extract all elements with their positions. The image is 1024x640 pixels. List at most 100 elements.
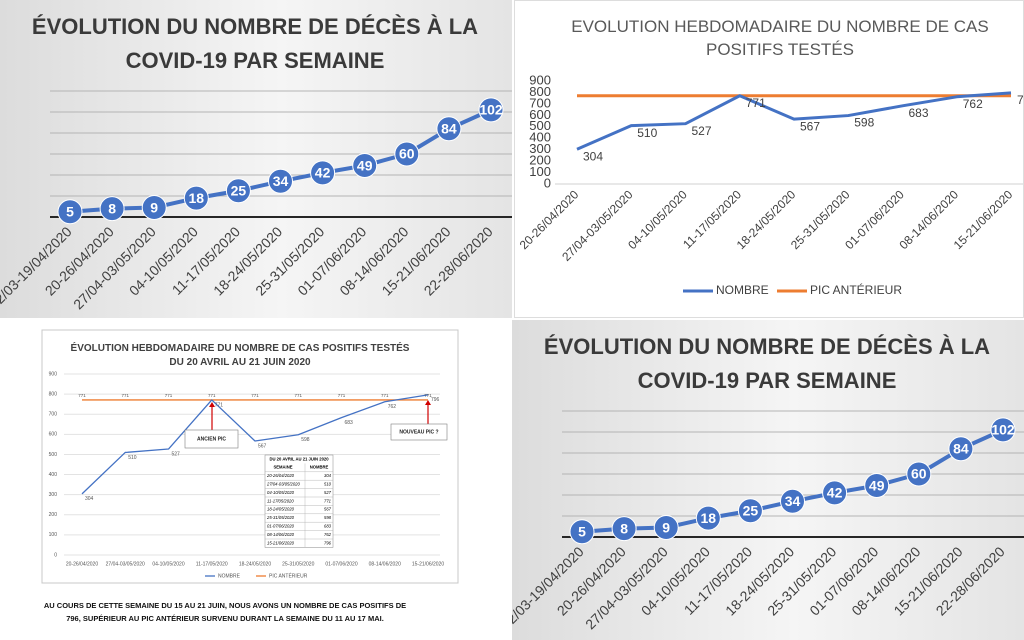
x-tick-label: 04-10/05/2020 bbox=[152, 561, 184, 567]
note: AU COURS DE CETTE SEMAINE DU 15 AU 21 JU… bbox=[43, 601, 407, 623]
x-tick-label: 01-07/06/2020 bbox=[325, 561, 357, 567]
y-tick-label: 100 bbox=[49, 532, 58, 538]
y-tick-label: 900 bbox=[49, 371, 58, 377]
table-header: NOMBRE bbox=[310, 465, 329, 470]
x-tick-label: 18-24/05/2020 bbox=[239, 561, 271, 567]
y-tick-label: 700 bbox=[49, 412, 58, 418]
marker bbox=[906, 461, 932, 487]
data-label: 42 bbox=[827, 485, 843, 501]
y-tick-label: 200 bbox=[529, 153, 551, 168]
annotation-box bbox=[184, 429, 239, 449]
marker bbox=[569, 519, 595, 545]
data-label: 18 bbox=[189, 190, 205, 206]
table-cell: 527 bbox=[324, 490, 332, 495]
marker bbox=[394, 141, 420, 167]
data-label: 527 bbox=[172, 451, 181, 457]
series-line bbox=[576, 91, 1012, 151]
legend-label: NOMBRE bbox=[716, 283, 769, 297]
data-label: 49 bbox=[357, 157, 373, 173]
legend-label: PIC ANTÉRIEUR bbox=[269, 572, 308, 579]
data-label: 771 bbox=[208, 393, 216, 398]
chart: 02/03-19/04/202020-26/04/202027/04-03/05… bbox=[512, 410, 1024, 632]
y-tick-label: 0 bbox=[544, 175, 551, 190]
chart-title: ÉVOLUTION DU NOMBRE DE DÉCÈS À LA COVID-… bbox=[31, 14, 479, 73]
x-tick-label: 20-26/04/2020 bbox=[66, 561, 98, 567]
data-label: 25 bbox=[231, 182, 247, 198]
table-cell: 18-24/05/2020 bbox=[267, 507, 295, 512]
data-label: 771 bbox=[381, 393, 389, 398]
table-cell: 01-07/06/2020 bbox=[267, 524, 295, 529]
marker bbox=[653, 515, 679, 541]
table-cell: 04-10/05/2020 bbox=[267, 490, 295, 495]
marker bbox=[864, 473, 890, 499]
data-label: 771 bbox=[746, 96, 766, 110]
data-label: 5 bbox=[578, 523, 586, 539]
table-cell: 771 bbox=[324, 498, 331, 503]
annotation: NOUVEAU PIC ? bbox=[399, 429, 438, 435]
data-label: 567 bbox=[258, 443, 267, 449]
data-label: 510 bbox=[128, 455, 137, 461]
data-label: 683 bbox=[345, 420, 354, 426]
y-tick-label: 800 bbox=[49, 391, 58, 397]
x-tick-label: 27/04-03/05/2020 bbox=[106, 561, 145, 567]
chart-frame bbox=[41, 329, 459, 584]
data-label: 102 bbox=[479, 102, 503, 118]
chart-title: ÉVOLUTION DU NOMBRE DE DÉCÈS À LA COVID-… bbox=[543, 334, 991, 393]
marker bbox=[611, 516, 637, 542]
data-label: 771 bbox=[78, 393, 86, 398]
y-tick-label: 800 bbox=[529, 84, 551, 99]
data-label: 34 bbox=[273, 173, 289, 189]
data-label: 49 bbox=[869, 477, 885, 493]
y-tick-label: 500 bbox=[529, 118, 551, 133]
data-label: 60 bbox=[399, 146, 415, 162]
data-label: 762 bbox=[388, 404, 397, 410]
table-cell: 08-14/06/2020 bbox=[267, 532, 295, 537]
marker bbox=[780, 488, 805, 514]
data-label: 683 bbox=[909, 106, 929, 120]
table-cell: 510 bbox=[324, 482, 332, 487]
data-label: 9 bbox=[662, 519, 670, 535]
y-tick-label: 600 bbox=[49, 432, 58, 438]
marker bbox=[57, 199, 83, 225]
deaths-panel: 02/03-19/04/2020 20-26/04/2020 27/04-03/05… bbox=[0, 0, 512, 318]
marker bbox=[695, 505, 721, 531]
data-label: 304 bbox=[583, 149, 603, 163]
annotation-box bbox=[390, 423, 448, 441]
table-cell: 27/04-03/05/2020 bbox=[266, 482, 301, 487]
marker bbox=[352, 153, 378, 179]
y-tick-label: 100 bbox=[529, 164, 551, 179]
marker bbox=[99, 196, 125, 222]
data-label: 771 bbox=[294, 393, 302, 398]
legend-label: PIC ANTÉRIEUR bbox=[810, 282, 902, 297]
data-label: 5 bbox=[66, 203, 74, 219]
marker bbox=[310, 160, 336, 186]
arrow-head bbox=[425, 400, 431, 405]
data-label: 598 bbox=[854, 116, 874, 130]
y-tick-label: 0 bbox=[54, 552, 57, 558]
data-label: 762 bbox=[963, 97, 983, 111]
marker bbox=[478, 97, 504, 123]
deaths-panel: 02/03-19/04/2020 20-26/04/2020 27/04-03/05… bbox=[512, 320, 1024, 640]
y-tick-label: 200 bbox=[49, 512, 58, 518]
marker bbox=[268, 168, 293, 194]
data-label: 771 bbox=[251, 393, 259, 398]
y-tick-label: 300 bbox=[529, 141, 551, 156]
data-label: 60 bbox=[911, 466, 927, 482]
series-line bbox=[81, 394, 429, 495]
marker bbox=[737, 498, 763, 524]
data-label: 102 bbox=[991, 422, 1015, 438]
table-cell: 598 bbox=[324, 515, 332, 520]
y-tick-label: 400 bbox=[49, 472, 58, 478]
y-tick-label: 300 bbox=[49, 492, 58, 498]
table-cell: 20-26/04/2020 bbox=[266, 473, 295, 478]
data-label: 8 bbox=[620, 520, 628, 536]
chart-title: EVOLUTION HEBDOMADAIRE DU NOMBRE DE CAS … bbox=[571, 17, 989, 59]
chart-title: ÉVOLUTION HEBDOMADAIRE DU NOMBRE DE CAS … bbox=[70, 343, 410, 368]
data-label: 567 bbox=[800, 119, 820, 133]
table-cell: 796 bbox=[324, 540, 332, 545]
marker bbox=[948, 436, 974, 462]
table-frame bbox=[264, 454, 334, 548]
data-label: 771 bbox=[121, 393, 129, 398]
table-header: SEMAINE bbox=[273, 465, 292, 470]
data-label: 42 bbox=[315, 165, 331, 181]
